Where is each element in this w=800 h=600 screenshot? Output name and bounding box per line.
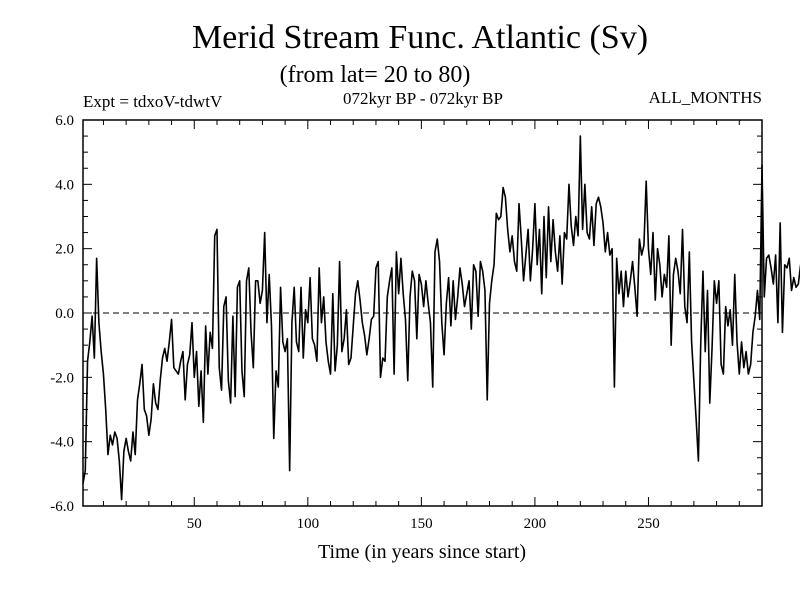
series-line xyxy=(82,135,800,501)
x-tick-label: 200 xyxy=(524,516,547,532)
y-tick-label: -4.0 xyxy=(50,435,74,451)
period-label: 072kyr BP - 072kyr BP xyxy=(343,89,503,108)
x-tick-label: 250 xyxy=(637,516,660,532)
x-axis-label: Time (in years since start) xyxy=(318,541,526,563)
x-tick-label: 50 xyxy=(187,516,202,532)
x-tick-labels: 50 100 150 200 250 xyxy=(187,516,660,532)
y-tick-label: -2.0 xyxy=(50,370,74,386)
x-tick-label: 150 xyxy=(410,516,433,532)
experiment-label: Expt = tdxoV-tdwtV xyxy=(83,92,223,111)
x-tick-label: 100 xyxy=(297,516,320,532)
chart-subtitle: (from lat= 20 to 80) xyxy=(280,62,471,88)
y-tick-label: 2.0 xyxy=(55,242,74,258)
chart-title: Merid Stream Func. Atlantic (Sv) xyxy=(192,19,648,56)
months-label: ALL_MONTHS xyxy=(649,88,762,107)
y-tick-label: 0.0 xyxy=(55,306,74,322)
y-tick-labels: -6.0 -4.0 -2.0 0.0 2.0 4.0 6.0 xyxy=(50,113,74,515)
plot-frame xyxy=(82,119,763,507)
y-tick-label: 4.0 xyxy=(55,177,74,193)
y-tick-label: 6.0 xyxy=(55,113,74,129)
y-tick-label: -6.0 xyxy=(50,499,74,515)
